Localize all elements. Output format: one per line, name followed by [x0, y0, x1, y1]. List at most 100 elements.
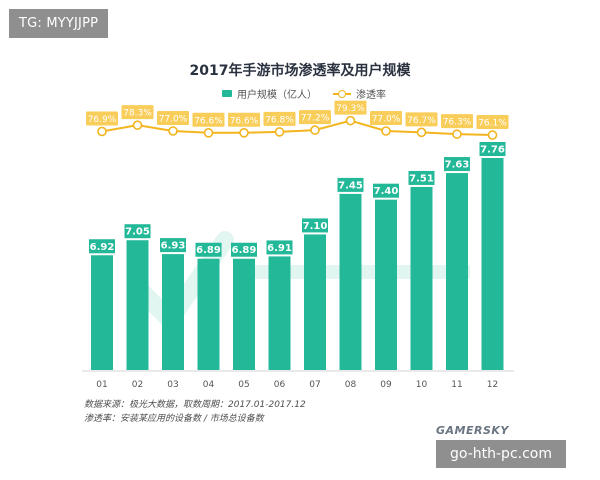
- x-tick-label-12: 12: [487, 380, 498, 390]
- rate-value-label-09: 77.0%: [372, 115, 401, 125]
- rate-point-04: [203, 128, 214, 138]
- rate-label-box-03: [157, 111, 189, 125]
- rate-point-06: [274, 127, 285, 137]
- bar-label-box-04: [195, 242, 222, 257]
- x-tick-label-02: 02: [132, 380, 143, 390]
- rate-label-box-10: [405, 112, 438, 127]
- rate-point-05: [239, 128, 249, 138]
- bar-value-label-09: 7.40: [374, 186, 399, 197]
- chart-title: 2017年手游市场渗透率及用户规模: [189, 63, 411, 79]
- rate-point-01: [97, 126, 107, 137]
- source-line-2: 渗透率：安装某应用的设备数 / 市场总设备数: [84, 414, 264, 424]
- source-line-1: 数据来源：极光大数据，取数周期：2017.01-2017.12: [84, 400, 306, 410]
- rate-value-label-11: 76.3%: [443, 118, 472, 128]
- bar-value-label-07: 7.10: [303, 221, 328, 232]
- legend-label-rate: 渗透率: [356, 90, 386, 101]
- x-tick-label-07: 07: [309, 380, 320, 390]
- rate-point-08: [345, 115, 356, 126]
- bar-value-label-02: 7.05: [125, 227, 150, 238]
- bar-label-box-10: [408, 170, 435, 185]
- bar-12: [481, 158, 504, 370]
- rate-label-box-11: [441, 114, 473, 129]
- bar-label-box-06: [266, 240, 293, 255]
- bar-value-label-01: 6.92: [90, 242, 115, 253]
- bar-value-label-05: 6.89: [232, 245, 257, 256]
- x-tick-label-06: 06: [274, 380, 286, 390]
- rate-value-label-12: 76.1%: [478, 119, 507, 129]
- legend-item-users: 用户规模（亿人）: [222, 86, 317, 101]
- legend-label-users: 用户规模（亿人）: [237, 90, 317, 101]
- bar-02: [126, 240, 149, 370]
- x-tick-label-08: 08: [345, 380, 357, 390]
- bar-label-box-07: [302, 218, 328, 233]
- legend-line-swatch: [333, 89, 351, 99]
- rate-line: [101, 119, 493, 137]
- rate-value-label-08: 79.3%: [336, 104, 365, 114]
- rate-label-box-05: [228, 112, 260, 127]
- bar-value-label-06: 6.91: [267, 243, 292, 254]
- bar-label-box-11: [444, 157, 470, 172]
- rate-point-09: [381, 126, 391, 136]
- bar-04: [197, 258, 220, 370]
- bar-03: [162, 254, 184, 370]
- rate-value-label-05: 76.6%: [230, 116, 259, 126]
- bar-10: [410, 186, 433, 370]
- x-tick-label-04: 04: [203, 380, 215, 390]
- rate-label-box-09: [370, 111, 402, 125]
- bar-08: [339, 193, 362, 370]
- rate-label-box-02: [121, 105, 154, 120]
- bar-value-label-10: 7.51: [409, 173, 434, 184]
- bar-label-box-01: [89, 239, 115, 254]
- rate-value-label-10: 76.7%: [407, 116, 436, 126]
- x-tick-label-10: 10: [416, 380, 428, 390]
- x-tick-label-01: 01: [96, 380, 107, 390]
- rate-value-label-06: 76.8%: [265, 115, 294, 125]
- rate-point-12: [487, 130, 498, 140]
- rate-point-11: [452, 129, 462, 139]
- rate-label-box-12: [476, 115, 509, 130]
- bar-09: [375, 199, 397, 370]
- bar-value-label-03: 6.93: [161, 241, 186, 252]
- bar-value-label-04: 6.89: [196, 245, 221, 256]
- rate-value-label-03: 77.0%: [159, 115, 188, 125]
- bar-01: [91, 255, 113, 370]
- bar-07: [304, 234, 326, 370]
- bar-label-box-12: [479, 142, 506, 156]
- rate-label-box-06: [263, 111, 296, 126]
- bar-06: [268, 256, 291, 370]
- legend-item-rate: 渗透率: [333, 86, 386, 101]
- source-note: 数据来源：极光大数据，取数周期：2017.01-2017.12 渗透率：安装某应…: [84, 398, 306, 426]
- x-tick-label-09: 09: [380, 380, 392, 390]
- watermark-label: go-hth-pc.com: [436, 440, 566, 468]
- rate-value-label-01: 76.9%: [88, 115, 117, 125]
- bar-value-label-11: 7.63: [445, 160, 470, 171]
- rate-value-label-02: 78.3%: [123, 109, 152, 119]
- rate-point-10: [416, 127, 427, 138]
- rate-point-07: [310, 125, 320, 135]
- rate-value-label-07: 77.2%: [301, 114, 330, 124]
- x-tick-label-03: 03: [167, 380, 178, 390]
- bar-11: [446, 173, 468, 370]
- chart-canvas: 6.92 01 76.9% 7.05 02 78.3% 6.93 03 77.0% 6.89 04 7…: [82, 100, 514, 390]
- legend-bar-swatch: [222, 90, 232, 97]
- bar-value-label-08: 7.45: [338, 180, 363, 191]
- bar-value-label-12: 7.76: [480, 145, 505, 156]
- rate-point-03: [168, 126, 178, 136]
- rate-label-box-08: [334, 100, 367, 115]
- rate-label-box-07: [299, 110, 331, 125]
- brand-logo: GAMERSKY: [436, 424, 509, 437]
- bar-label-box-08: [337, 177, 364, 192]
- bar-label-box-05: [231, 242, 257, 257]
- bar-label-box-09: [373, 183, 399, 198]
- bar-label-box-02: [124, 224, 151, 239]
- rate-value-label-04: 76.6%: [194, 116, 223, 126]
- bar-05: [233, 258, 255, 370]
- x-tick-label-05: 05: [238, 380, 249, 390]
- rate-point-02: [132, 120, 143, 130]
- chart-legend: 用户规模（亿人） 渗透率: [222, 86, 386, 101]
- rate-label-box-04: [192, 112, 225, 127]
- x-tick-label-11: 11: [451, 380, 462, 390]
- bar-label-box-03: [160, 238, 186, 253]
- rate-label-box-01: [86, 111, 118, 126]
- tg-label: TG: MYYJJPP: [9, 9, 109, 38]
